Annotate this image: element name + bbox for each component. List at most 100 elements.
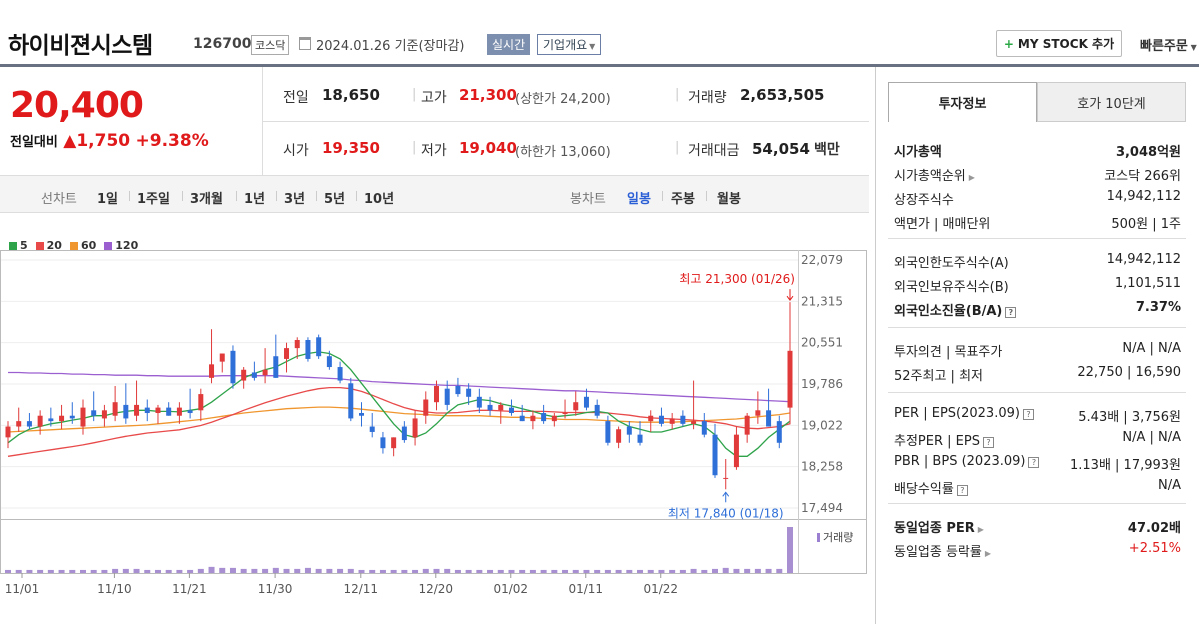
tab-investment-info[interactable]: 투자정보 [888, 82, 1037, 122]
divider [888, 392, 1186, 393]
chevron-down-icon: ▼ [1187, 43, 1197, 52]
volume-bar [208, 566, 215, 573]
header-divider [0, 64, 1199, 67]
info-label-text: 추정PER | EPS [894, 434, 980, 449]
volume-bar [240, 568, 247, 573]
volume-bar [165, 569, 172, 573]
period-1d[interactable]: 1일 [97, 192, 119, 207]
legend-label: 20 [46, 239, 62, 252]
volume-bar [529, 569, 536, 573]
info-label: 배당수익률? [894, 478, 968, 497]
quick-order-dropdown[interactable]: 빠른주문 ▼ [1140, 35, 1197, 54]
info-value: 코스닥 266위 [1104, 169, 1181, 184]
volume-bar [444, 568, 451, 573]
volume-bar [433, 568, 440, 573]
period-3m[interactable]: 3개월 [190, 192, 223, 207]
add-my-stock-button[interactable]: + MY STOCK 추가 [996, 30, 1122, 57]
x-tick-label: 11/01 [5, 582, 40, 596]
volume-bar [58, 569, 65, 573]
period-5y[interactable]: 5년 [324, 192, 346, 207]
plus-icon: + [1003, 36, 1014, 51]
candle-body [412, 418, 418, 438]
volume-bar [379, 569, 386, 573]
legend-swatch [69, 242, 78, 250]
info-label-text: 동일업종 등락률 [894, 545, 982, 560]
info-value: 47.02배 [1127, 521, 1181, 536]
volume-bar [326, 568, 333, 573]
candle-monthly[interactable]: 월봉 [717, 192, 741, 207]
help-icon[interactable]: ? [1022, 409, 1034, 420]
info-label-text: 동일업종 PER [894, 521, 975, 536]
candle-body [508, 407, 514, 414]
help-icon[interactable]: ? [1005, 307, 1017, 318]
volume-bar [637, 569, 644, 573]
volume-bar [744, 568, 751, 573]
chevron-right-icon[interactable]: ▶ [977, 525, 984, 534]
candle-body [423, 399, 429, 416]
candle-body [123, 404, 129, 419]
info-label-text: 외국인소진율(B/A) [894, 304, 1003, 319]
separator: | [675, 87, 680, 102]
candle-body [187, 410, 193, 414]
chart-legend: 5 20 60 120 [9, 239, 146, 252]
period-1w[interactable]: 1주일 [137, 192, 170, 207]
info-value: 22,750 | 16,590 [1077, 365, 1181, 380]
volume-bar [787, 527, 793, 573]
candle-daily[interactable]: 일봉 [627, 192, 651, 207]
volume-legend-swatch [817, 533, 820, 542]
separator [662, 191, 663, 201]
volume-bar [176, 569, 183, 573]
chevron-right-icon[interactable]: ▶ [984, 549, 992, 558]
volume-frame [0, 519, 867, 574]
price-chart[interactable]: 22,079 21,315 20,551 19,786 19,022 18,258 17,4… [0, 230, 869, 624]
info-value: N/A | N/A [1122, 341, 1181, 356]
period-1y[interactable]: 1년 [244, 192, 266, 207]
candle-body [230, 350, 236, 384]
company-overview-dropdown[interactable]: 기업개요 ▼ [537, 34, 602, 55]
info-value: 7.37% [1135, 300, 1181, 315]
volume-bar [90, 569, 97, 573]
info-label: 52주최고 | 최저 [894, 365, 983, 384]
candle-body [712, 434, 718, 476]
period-10y[interactable]: 10년 [364, 192, 395, 207]
moving-average-ma120 [8, 371, 791, 403]
candle-body [573, 402, 579, 411]
info-label: 외국인소진율(B/A)? [894, 300, 1017, 319]
info-label: 추정PER | EPS? [894, 430, 994, 449]
info-label: 시가총액순위 ▶ [894, 165, 975, 184]
help-icon[interactable]: ? [1028, 457, 1040, 468]
info-value: 1.13배 | 17,993원 [1070, 458, 1181, 473]
add-my-stock-label: MY STOCK 추가 [1017, 37, 1115, 51]
candle-body [616, 429, 622, 443]
volume-bar [26, 569, 33, 573]
prev-close-value: 18,650 [322, 86, 380, 104]
legend-swatch [9, 242, 17, 250]
realtime-button[interactable]: 실시간 [487, 34, 531, 55]
candle-body [519, 415, 525, 422]
x-tick-label: 01/22 [643, 582, 678, 596]
separator [182, 191, 183, 201]
candle-weekly[interactable]: 주봉 [671, 192, 695, 207]
low-label: 저가 [421, 143, 447, 159]
candle-body [691, 421, 697, 424]
candle-body [37, 415, 43, 427]
stock-code: 126700 [193, 36, 252, 52]
info-label-text: 시가총액 [894, 145, 942, 160]
period-3y[interactable]: 3년 [284, 192, 306, 207]
candle-body [5, 426, 11, 438]
chevron-right-icon[interactable]: ▶ [968, 173, 975, 182]
change-value: ▲1,750 [63, 131, 131, 151]
company-overview-label: 기업개요 [543, 38, 588, 52]
separator [129, 191, 130, 201]
volume-bar [669, 569, 676, 573]
candle-body [101, 410, 107, 419]
volume-bar [658, 569, 665, 573]
info-label-text: PER | EPS(2023.09) [894, 406, 1020, 421]
separator [276, 191, 277, 201]
help-icon[interactable]: ? [956, 485, 968, 496]
info-label-text: 액면가 | 매매단위 [894, 217, 991, 232]
candle-body [209, 364, 215, 378]
tab-order-book[interactable]: 호가 10단계 [1037, 82, 1186, 122]
volume-bar [358, 569, 365, 573]
help-icon[interactable]: ? [982, 437, 994, 448]
